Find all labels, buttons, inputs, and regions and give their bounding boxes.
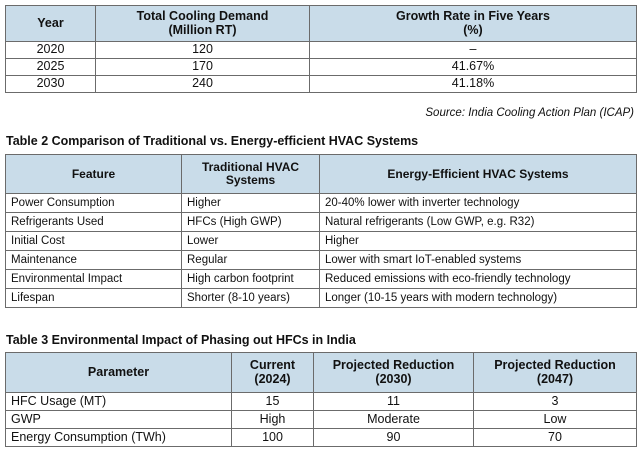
cell-demand: 170 <box>95 58 310 76</box>
cell-feature: Power Consumption <box>5 193 182 213</box>
table3-caption: Table 3 Environmental Impact of Phasing … <box>6 333 356 347</box>
cell-demand: 120 <box>95 41 310 59</box>
hfc-phaseout-table: Parameter Current (2024) Projected Reduct… <box>5 352 637 447</box>
table-row: GWP High Moderate Low <box>5 410 637 429</box>
cell-growth: 41.67% <box>309 58 637 76</box>
table1-source: Source: India Cooling Action Plan (ICAP) <box>425 107 634 119</box>
cell-year: 2020 <box>5 41 96 59</box>
cell-growth: 41.18% <box>309 75 637 93</box>
table-row: Initial Cost Lower Higher <box>5 231 637 251</box>
cooling-demand-table: Year Total Cooling Demand (Million RT) Gr… <box>5 5 637 93</box>
table-header-row: Parameter Current (2024) Projected Reduct… <box>5 352 637 393</box>
cell-efficient: Natural refrigerants (Low GWP, e.g. R32) <box>319 212 637 232</box>
header-total-cooling-demand: Total Cooling Demand (Million RT) <box>95 5 310 42</box>
table-header-row: Year Total Cooling Demand (Million RT) Gr… <box>5 5 637 42</box>
cell-efficient: Lower with smart IoT-enabled systems <box>319 250 637 270</box>
header-energy-efficient-hvac: Energy-Efficient HVAC Systems <box>319 154 637 194</box>
cell-2030: 11 <box>313 392 474 411</box>
table-row: Environmental Impact High carbon footpri… <box>5 269 637 289</box>
cell-growth: – <box>309 41 637 59</box>
cell-traditional: Higher <box>181 193 320 213</box>
table-row: 2030 240 41.18% <box>5 75 637 93</box>
cell-traditional: Regular <box>181 250 320 270</box>
cell-efficient: Higher <box>319 231 637 251</box>
header-traditional-hvac: Traditional HVAC Systems <box>181 154 320 194</box>
cell-traditional: High carbon footprint <box>181 269 320 289</box>
cell-traditional: HFCs (High GWP) <box>181 212 320 232</box>
table-row: 2025 170 41.67% <box>5 58 637 76</box>
cell-parameter: HFC Usage (MT) <box>5 392 232 411</box>
cell-year: 2030 <box>5 75 96 93</box>
cell-2030: Moderate <box>313 410 474 429</box>
table2-caption: Table 2 Comparison of Traditional vs. En… <box>6 134 419 148</box>
table-row: 2020 120 – <box>5 41 637 59</box>
cell-2047: 3 <box>473 392 637 411</box>
table-row: Lifespan Shorter (8-10 years) Longer (10… <box>5 288 637 308</box>
header-reduction-2030: Projected Reduction (2030) <box>313 352 474 393</box>
cell-year: 2025 <box>5 58 96 76</box>
header-current: Current (2024) <box>231 352 314 393</box>
cell-parameter: Energy Consumption (TWh) <box>5 428 232 447</box>
cell-parameter: GWP <box>5 410 232 429</box>
table-row: Refrigerants Used HFCs (High GWP) Natura… <box>5 212 637 232</box>
cell-feature: Maintenance <box>5 250 182 270</box>
table-header-row: Feature Traditional HVAC Systems Energy-E… <box>5 154 637 194</box>
hvac-comparison-table: Feature Traditional HVAC Systems Energy-E… <box>5 154 637 308</box>
table-row: Maintenance Regular Lower with smart IoT… <box>5 250 637 270</box>
header-year: Year <box>5 5 96 42</box>
cell-2030: 90 <box>313 428 474 447</box>
table-row: Energy Consumption (TWh) 100 90 70 <box>5 428 637 447</box>
cell-efficient: 20-40% lower with inverter technology <box>319 193 637 213</box>
cell-feature: Refrigerants Used <box>5 212 182 232</box>
cell-current: 15 <box>231 392 314 411</box>
cell-demand: 240 <box>95 75 310 93</box>
header-reduction-2047: Projected Reduction (2047) <box>473 352 637 393</box>
cell-efficient: Reduced emissions with eco-friendly tech… <box>319 269 637 289</box>
header-parameter: Parameter <box>5 352 232 393</box>
cell-traditional: Lower <box>181 231 320 251</box>
header-feature: Feature <box>5 154 182 194</box>
cell-2047: 70 <box>473 428 637 447</box>
cell-current: 100 <box>231 428 314 447</box>
cell-feature: Initial Cost <box>5 231 182 251</box>
cell-feature: Environmental Impact <box>5 269 182 289</box>
cell-current: High <box>231 410 314 429</box>
table-row: HFC Usage (MT) 15 11 3 <box>5 392 637 411</box>
cell-feature: Lifespan <box>5 288 182 308</box>
cell-traditional: Shorter (8-10 years) <box>181 288 320 308</box>
cell-efficient: Longer (10-15 years with modern technolo… <box>319 288 637 308</box>
cell-2047: Low <box>473 410 637 429</box>
header-growth-rate: Growth Rate in Five Years (%) <box>309 5 637 42</box>
table-row: Power Consumption Higher 20-40% lower wi… <box>5 193 637 213</box>
